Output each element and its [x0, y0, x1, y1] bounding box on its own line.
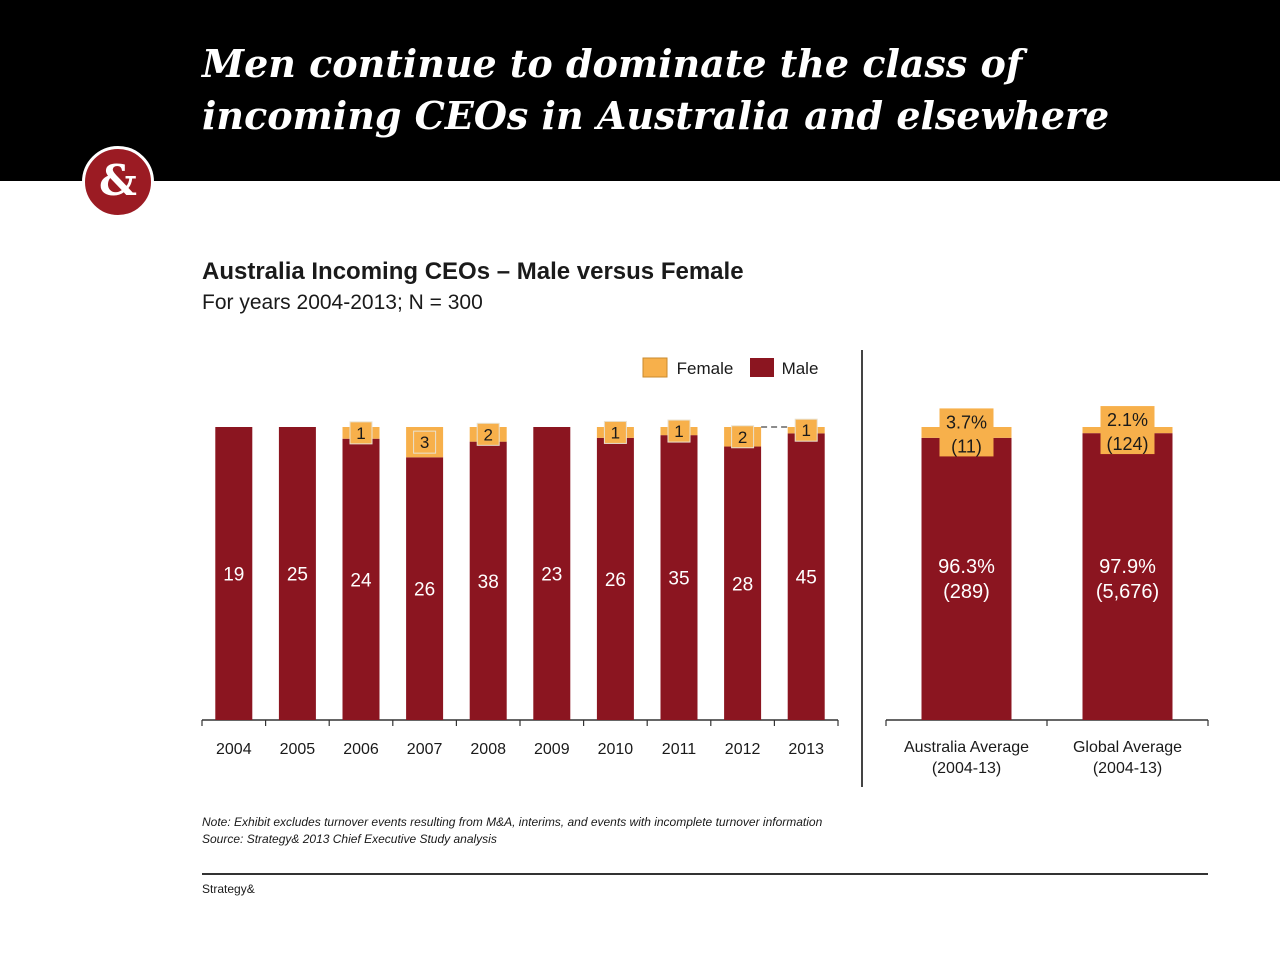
bar-male [596, 437, 634, 720]
bar-male [787, 433, 825, 720]
source-text: Source: Strategy& 2013 Chief Executive S… [202, 832, 497, 846]
female-label-box [413, 430, 437, 454]
legend-swatch-female [642, 357, 668, 378]
bar-label-male: 26 [605, 570, 626, 591]
bar-male [1082, 433, 1173, 720]
female-label-box [349, 421, 373, 445]
bar-label-female: 2 [483, 425, 492, 444]
bar-label-male: 19 [223, 565, 244, 586]
bar-male [921, 437, 1012, 720]
x-tick-label: 2009 [534, 741, 570, 758]
female-label-box [939, 408, 994, 457]
bar-label-male: 96.3% (289) [938, 556, 995, 603]
footer-divider [202, 873, 1208, 875]
x-tick-label: 2012 [725, 741, 761, 758]
female-label-box [1100, 406, 1155, 455]
bar-label-female: 1 [801, 421, 810, 440]
bar-label-female: 1 [674, 422, 683, 441]
header-bar: Men continue to dominate the class of in… [0, 0, 1280, 181]
bar-label-male: 26 [414, 580, 435, 601]
x-tick-label: Australia Average (2004-13) [904, 739, 1029, 777]
chart-subtitle: For years 2004-2013; N = 300 [202, 291, 483, 314]
bar-label-male: 25 [287, 565, 308, 586]
bar-label-female: 2.1% (124) [1106, 410, 1148, 454]
x-tick-label: 2007 [407, 741, 443, 758]
bar-male [724, 446, 762, 720]
x-tick-label: 2011 [662, 741, 697, 758]
chart-area: 19 2004 25 2005 1 24 2006 3 26 2007 2 38 2008 23 2009 1… [201, 350, 1209, 787]
bar-label-male: 35 [668, 569, 689, 590]
bar-label-male: 24 [350, 570, 372, 591]
legend [642, 357, 774, 378]
bar-male [215, 427, 253, 720]
legend-swatch-male [750, 358, 774, 377]
note-text: Note: Exhibit excludes turnover events r… [202, 815, 823, 829]
slide-title: Men continue to dominate the class of in… [202, 41, 1110, 138]
footer-brand: Strategy& [202, 882, 255, 896]
bar-label-female: 1 [611, 423, 620, 442]
female-label-box [603, 420, 627, 444]
bar-label-female: 3 [420, 433, 429, 452]
bar-male [533, 427, 571, 720]
legend-label-female: Female [677, 359, 734, 378]
x-tick-label: 2006 [343, 741, 379, 758]
x-tick-label: 2005 [280, 741, 316, 758]
female-label-box [731, 425, 755, 449]
chart-note: Note: Exhibit excludes turnover events r… [202, 814, 822, 848]
x-tick-label: 2013 [788, 741, 824, 758]
bar-label-male: 38 [478, 572, 499, 593]
bar-label-male: 45 [796, 568, 817, 589]
bar-label-male: 28 [732, 574, 753, 595]
bar-label-male: 23 [541, 565, 562, 586]
x-tick-label: 2008 [470, 741, 506, 758]
female-label-box [794, 418, 818, 442]
bar-male [278, 427, 316, 720]
x-tick-label: Global Average (2004-13) [1073, 739, 1182, 777]
bar-male [342, 438, 380, 720]
bar-label-male: 97.9% (5,676) [1096, 556, 1159, 603]
logo-icon: & [82, 146, 154, 218]
x-tick-label: 2004 [216, 741, 252, 758]
bar-male [660, 435, 698, 720]
bar-male [406, 457, 444, 720]
legend-label-male: Male [782, 359, 819, 378]
female-label-box [476, 422, 500, 446]
bar-label-female: 2 [738, 428, 747, 447]
female-label-box [667, 419, 691, 443]
x-tick-label: 2010 [598, 741, 634, 758]
bar-label-female: 3.7% (11) [946, 412, 987, 456]
bar-label-female: 1 [356, 424, 365, 443]
bar-male [469, 441, 507, 720]
chart-title: Australia Incoming CEOs – Male versus Fe… [202, 258, 744, 285]
